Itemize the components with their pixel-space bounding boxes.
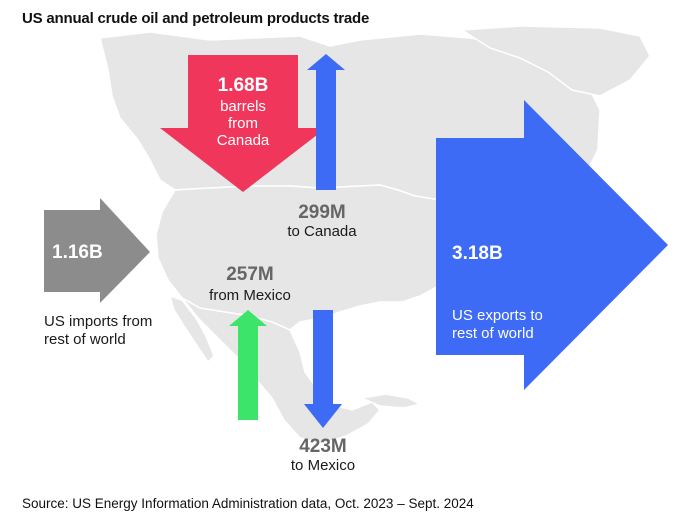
flow-exports-to-mexico: 423M to Mexico: [291, 310, 355, 474]
canada-imports-label-2: from: [228, 115, 258, 132]
flow-rest-of-world-imports: 1.16B US imports from rest of world: [44, 198, 152, 348]
rest-imports-label-1: US imports from: [44, 313, 152, 330]
baja-peninsula: [168, 294, 215, 364]
exports-to-canada-arrow: [307, 54, 345, 190]
flow-mexico-imports: 257M from Mexico: [209, 264, 291, 420]
rest-exports-arrow: [436, 100, 668, 390]
mexico-imports-arrow: [229, 310, 267, 420]
chart-title: US annual crude oil and petroleum produc…: [22, 10, 370, 27]
mexico-imports-value: 257M: [226, 264, 274, 285]
mexico-imports-label: from Mexico: [209, 287, 291, 304]
exports-to-canada-label: to Canada: [287, 223, 357, 240]
rest-exports-label-1: US exports to: [452, 307, 543, 324]
exports-to-mexico-label: to Mexico: [291, 457, 355, 474]
flow-exports-to-canada: 299M to Canada: [287, 54, 357, 240]
flow-rest-of-world-exports: 3.18B US exports to rest of world: [436, 100, 668, 390]
rest-imports-label-2: rest of world: [44, 331, 126, 348]
canada-imports-value: 1.68B: [218, 75, 269, 96]
exports-to-mexico-value: 423M: [299, 436, 347, 457]
rest-imports-arrow: [44, 198, 150, 303]
greenland-landmass: [459, 25, 651, 97]
flow-canada-imports: 1.68B barrels from Canada: [160, 55, 326, 192]
source-note: Source: US Energy Information Administra…: [22, 496, 474, 511]
rest-exports-value: 3.18B: [452, 243, 503, 264]
exports-to-canada-value: 299M: [298, 202, 346, 223]
rest-imports-value: 1.16B: [52, 242, 103, 263]
canada-imports-arrow: [160, 55, 326, 192]
canada-imports-label-3: Canada: [217, 132, 270, 149]
canada-imports-label-1: barrels: [220, 98, 266, 115]
cuba-island: [359, 393, 423, 409]
exports-to-mexico-arrow: [304, 310, 342, 428]
rest-exports-label-2: rest of world: [452, 325, 534, 342]
